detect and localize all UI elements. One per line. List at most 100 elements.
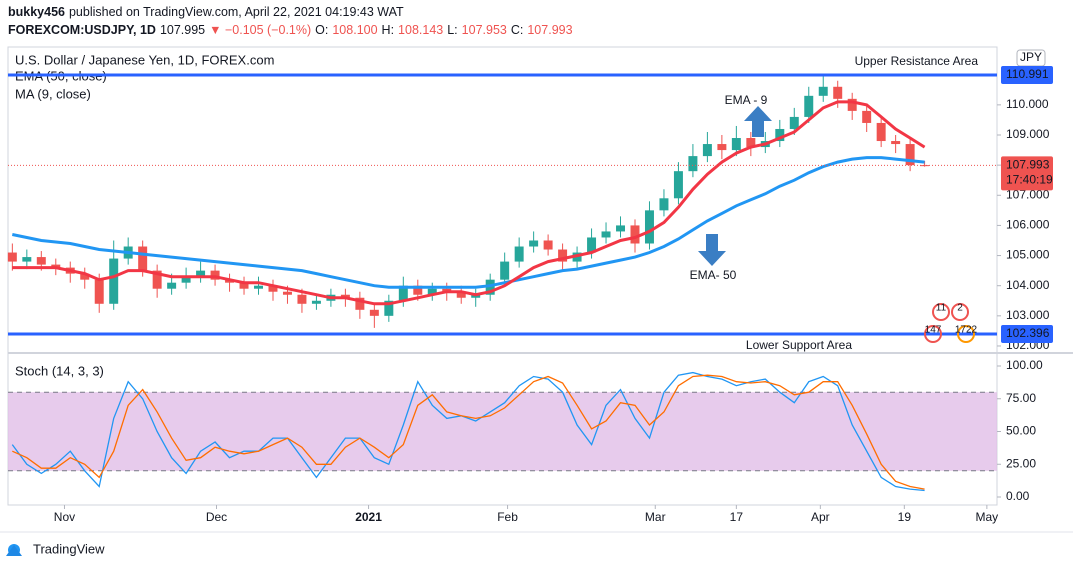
logo bbox=[6, 544, 22, 556]
candle-body bbox=[862, 110, 872, 123]
candle-body bbox=[616, 225, 626, 232]
header-text: 107.993 bbox=[527, 23, 573, 37]
y-tick-label: 104.000 bbox=[1006, 278, 1050, 292]
candle-body bbox=[876, 122, 886, 142]
candle-body bbox=[80, 273, 90, 280]
chart-title: U.S. Dollar / Japanese Yen, 1D, FOREX.co… bbox=[15, 52, 274, 67]
event-label: 2 bbox=[957, 303, 963, 314]
candle-body bbox=[94, 279, 104, 304]
x-tick-label: Dec bbox=[206, 510, 227, 524]
legend-item: MA (9, close) bbox=[15, 86, 91, 101]
header-text: 107.995 bbox=[159, 23, 206, 37]
band bbox=[8, 392, 997, 471]
candle-body bbox=[398, 285, 408, 301]
candle-body bbox=[340, 294, 350, 298]
candle-body bbox=[181, 276, 191, 283]
candle-body bbox=[355, 297, 365, 310]
header-text: FOREXCOM:USDJPY, 1D bbox=[8, 23, 156, 37]
price-label-box bbox=[1001, 65, 1053, 84]
up-arrow bbox=[744, 106, 772, 137]
price-label: 102.396 bbox=[1006, 326, 1050, 340]
candle-body bbox=[239, 282, 249, 289]
candle-body bbox=[297, 294, 307, 304]
header-text: bukky456 bbox=[8, 5, 65, 19]
candle-body bbox=[543, 240, 553, 250]
candle-body bbox=[152, 270, 162, 289]
annotation: Upper Resistance Area bbox=[855, 54, 979, 68]
y-tick-label: 105.000 bbox=[1006, 248, 1050, 262]
candle-body bbox=[529, 240, 539, 247]
candle-body bbox=[210, 270, 220, 280]
price-label-box bbox=[1001, 325, 1053, 344]
candle-body bbox=[254, 285, 263, 289]
header: bukky456 published on TradingView.com, Ap… bbox=[8, 3, 577, 39]
candle-body bbox=[471, 294, 481, 298]
y-tick-label: 50.00 bbox=[1006, 424, 1036, 438]
annotation: EMA - 9 bbox=[725, 93, 768, 107]
header-text: H: bbox=[381, 23, 395, 37]
candle-body bbox=[789, 116, 799, 129]
header-text: 108.100 bbox=[332, 23, 378, 37]
candle-body bbox=[500, 261, 510, 280]
indicator-line bbox=[11, 156, 925, 289]
event-marker bbox=[957, 325, 975, 343]
x-tick-label: 19 bbox=[898, 510, 912, 524]
candle-body bbox=[311, 300, 321, 304]
candle-body bbox=[109, 258, 119, 304]
candle-body bbox=[558, 249, 568, 262]
candle-body bbox=[818, 86, 828, 96]
candle-body bbox=[138, 246, 148, 271]
candle-body bbox=[196, 270, 206, 277]
y-tick-label: 109.000 bbox=[1006, 127, 1050, 141]
annotation: Lower Support Area bbox=[746, 338, 852, 352]
header-text: C: bbox=[510, 23, 524, 37]
x-tick-label: 17 bbox=[730, 510, 744, 524]
indicator-title: Stoch (14, 3, 3) bbox=[15, 363, 104, 378]
x-tick-label: Apr bbox=[811, 510, 830, 524]
event-marker bbox=[932, 303, 950, 321]
y-tick-label: 103.000 bbox=[1006, 308, 1050, 322]
x-tick-label: Nov bbox=[54, 510, 75, 524]
countdown: 17:40:19 bbox=[1006, 173, 1053, 187]
y-tick-label: 110.000 bbox=[1006, 97, 1049, 111]
candle-body bbox=[36, 257, 46, 265]
candle-body bbox=[587, 237, 597, 253]
candle-body bbox=[427, 288, 437, 295]
candle-body bbox=[22, 257, 32, 262]
x-tick-label: 2021 bbox=[355, 510, 382, 524]
candle-body bbox=[413, 285, 423, 295]
candle-body bbox=[847, 98, 857, 111]
candle-body bbox=[905, 144, 915, 166]
header-text: ▼ −0.105 (−0.1%) bbox=[209, 23, 312, 37]
header-text: L: bbox=[447, 23, 458, 37]
candle-body bbox=[384, 300, 394, 316]
candle-body bbox=[688, 156, 698, 172]
candle-body bbox=[644, 210, 654, 244]
x-tick-label: Mar bbox=[645, 510, 666, 524]
header-text: 107.953 bbox=[461, 23, 507, 37]
candle-body bbox=[804, 95, 814, 117]
y-tick-label: 107.000 bbox=[1006, 187, 1050, 201]
event-label: 147 bbox=[925, 325, 942, 336]
candle-body bbox=[731, 138, 741, 151]
y-tick-label: 106.000 bbox=[1006, 218, 1050, 232]
brand: TradingView bbox=[33, 541, 105, 556]
event-label: 1722 bbox=[955, 325, 978, 336]
event-label: 11 bbox=[936, 303, 947, 314]
price-label-box bbox=[1001, 156, 1053, 191]
candle-body bbox=[746, 138, 756, 148]
annotation: EMA- 50 bbox=[690, 268, 737, 282]
x-tick-label: May bbox=[976, 510, 999, 524]
price-label: 107.993 bbox=[1006, 158, 1050, 172]
candle-body bbox=[167, 282, 177, 289]
x-tick-label: Feb bbox=[497, 510, 518, 524]
candle-body bbox=[659, 198, 669, 211]
event-marker bbox=[924, 325, 942, 343]
stoch-line bbox=[12, 374, 925, 490]
candle-body bbox=[920, 165, 930, 167]
header-text: O: bbox=[315, 23, 329, 37]
candle-body bbox=[7, 252, 17, 262]
event-marker bbox=[951, 303, 969, 321]
header-line: bukky456 published on TradingView.com, Ap… bbox=[8, 3, 577, 21]
